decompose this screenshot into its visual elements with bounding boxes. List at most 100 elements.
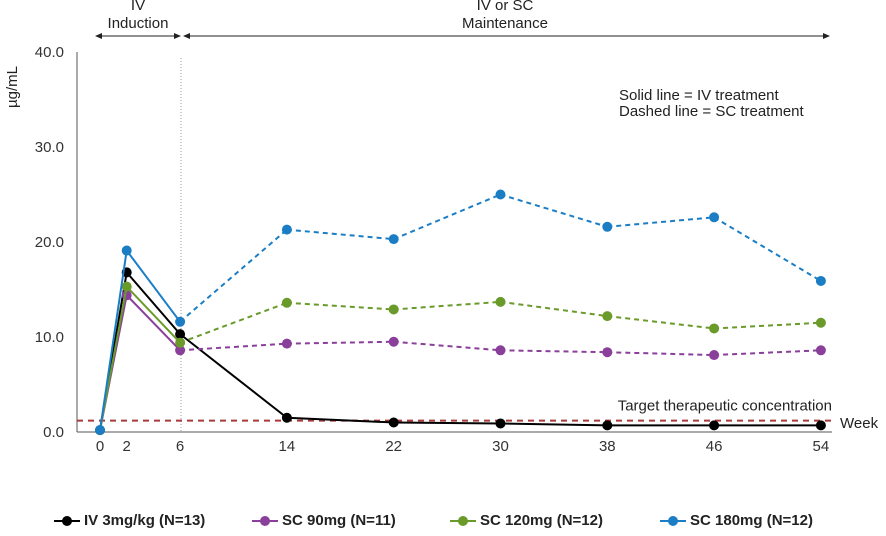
series-line-segment [607, 315, 715, 330]
data-point [495, 296, 506, 307]
legend-label: SC 120mg (N=12) [480, 512, 603, 529]
legend-item: IV 3mg/kg (N=13) [54, 512, 205, 529]
induction-label-line2: Induction [108, 15, 169, 32]
induction-arrow-right-head [174, 33, 181, 39]
legend-swatch-icon [450, 515, 476, 527]
data-point [281, 224, 292, 235]
phase-annotations: IV Induction IV or SC Maintenance [95, 0, 830, 39]
y-tick-label: 10.0 [35, 329, 64, 346]
series-line-segment [393, 193, 501, 241]
maintenance-arrow-left-head [183, 33, 190, 39]
x-tick-label: 6 [176, 438, 184, 455]
data-point [388, 336, 399, 347]
data-point [175, 345, 186, 356]
data-point [388, 234, 399, 245]
x-tick-label: 38 [599, 438, 616, 455]
data-point [388, 417, 399, 428]
data-point [709, 350, 720, 361]
x-axis-label: Week [840, 415, 879, 432]
chart-legend: IV 3mg/kg (N=13) SC 90mg (N=11) SC 120mg (… [0, 512, 886, 536]
data-point [495, 418, 506, 429]
series-line-segment [393, 300, 501, 311]
data-point [602, 221, 613, 232]
y-tick-label: 40.0 [35, 44, 64, 61]
series-line-segment [500, 300, 608, 318]
legend-item: SC 120mg (N=12) [450, 512, 603, 529]
maintenance-label-line1: IV or SC [477, 0, 534, 14]
series-line-segment [286, 416, 394, 424]
legend-label: SC 90mg (N=11) [282, 512, 396, 529]
note-solid-line: Solid line = IV treatment [619, 87, 780, 104]
data-point [95, 425, 105, 436]
x-tick-label: 2 [123, 438, 131, 455]
data-point [709, 420, 720, 431]
series-line-segment [125, 285, 181, 344]
series-line-segment [393, 340, 501, 352]
series-line-segment [714, 349, 821, 357]
series-line-segment [607, 216, 715, 228]
series-line-segment [125, 294, 181, 351]
x-tick-label: 22 [385, 438, 402, 455]
data-point [709, 212, 720, 223]
legend-item: SC 90mg (N=11) [252, 512, 396, 529]
note-dashed-line: Dashed line = SC treatment [619, 103, 805, 120]
series-line-segment [607, 351, 715, 357]
data-point [281, 338, 292, 349]
data-point [281, 297, 292, 308]
series-line-segment [500, 193, 608, 228]
series-line-segment [393, 421, 501, 425]
legend-label: IV 3mg/kg (N=13) [84, 512, 206, 529]
y-tick-label: 20.0 [35, 234, 64, 251]
data-point [175, 316, 186, 327]
series-line-segment [286, 228, 394, 241]
series-line-segment [99, 250, 128, 431]
series-3 [95, 189, 826, 436]
data-point [815, 420, 826, 431]
data-point [121, 245, 132, 256]
x-tick-label: 30 [492, 438, 509, 455]
data-point [815, 317, 826, 328]
data-point [602, 420, 613, 431]
maintenance-label-line2: Maintenance [462, 15, 548, 32]
series-line-segment [179, 228, 288, 323]
series-line-segment [500, 422, 608, 427]
series-line-segment [286, 340, 394, 345]
data-point [495, 189, 506, 200]
series-line-segment [500, 349, 608, 354]
legend-swatch-icon [660, 515, 686, 527]
induction-arrow-left-head [95, 33, 102, 39]
series-line-segment [179, 333, 288, 419]
data-point [121, 281, 132, 292]
series-line-segment [179, 301, 288, 344]
maintenance-arrow-right-head [823, 33, 830, 39]
legend-label: SC 180mg (N=12) [690, 512, 813, 529]
x-tick-label: 54 [813, 438, 830, 455]
data-point [602, 311, 613, 322]
y-tick-label: 0.0 [43, 424, 64, 441]
x-tick-labels: 0 2 6 14 22 30 38 46 54 [96, 438, 829, 455]
data-point [281, 412, 292, 423]
x-tick-label: 0 [96, 438, 104, 455]
series-line-segment [125, 249, 181, 323]
series-line-segment [714, 321, 821, 330]
x-tick-label: 14 [279, 438, 296, 455]
data-point [815, 275, 826, 286]
legend-swatch-icon [54, 515, 80, 527]
x-tick-label: 46 [706, 438, 723, 455]
legend-swatch-icon [252, 515, 278, 527]
pk-line-chart: IV Induction IV or SC Maintenance µg/mL … [4, 0, 879, 455]
induction-label-line1: IV [131, 0, 145, 14]
data-point [709, 323, 720, 334]
data-point [388, 304, 399, 315]
series-line-segment [286, 301, 394, 311]
target-concentration-label: Target therapeutic concentration [618, 398, 832, 415]
data-point [175, 337, 186, 348]
data-point [815, 345, 826, 356]
series-line-segment [713, 216, 822, 282]
y-axis-label: µg/mL [4, 66, 21, 108]
y-tick-label: 30.0 [35, 139, 64, 156]
data-point [175, 329, 186, 340]
series-layer [95, 189, 826, 436]
y-tick-labels: 0.0 10.0 20.0 30.0 40.0 [35, 44, 64, 441]
data-point [495, 345, 506, 356]
